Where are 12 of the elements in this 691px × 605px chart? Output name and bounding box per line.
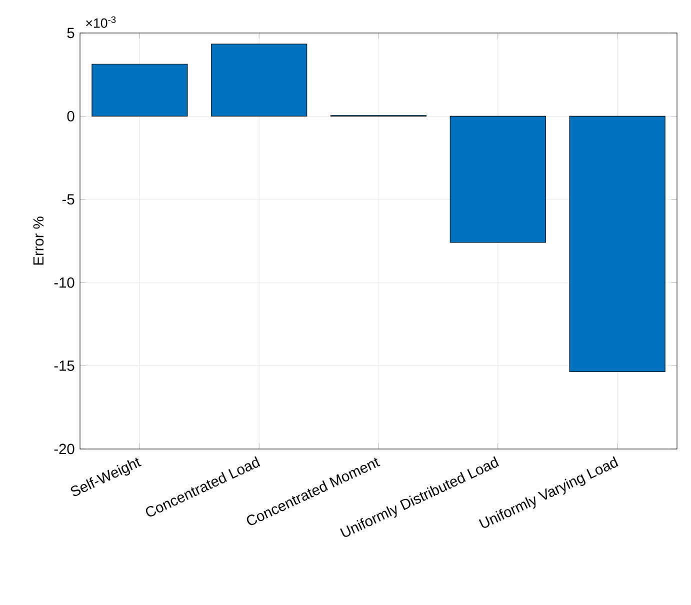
y-tick-label: -20	[54, 444, 74, 454]
y-tick-label: -10	[54, 277, 74, 288]
text: ×10$^{-3}$	[86, 16, 116, 28]
bar	[211, 44, 308, 116]
y-tick-label: 0	[67, 111, 74, 122]
y-tick-label: -15	[54, 360, 74, 371]
bar	[92, 64, 188, 116]
y-axis-title: Error %	[33, 216, 44, 265]
y-tick-label: 5	[67, 28, 74, 38]
bar	[569, 116, 666, 372]
y-tick-label: -5	[62, 194, 74, 205]
bar	[450, 116, 546, 243]
